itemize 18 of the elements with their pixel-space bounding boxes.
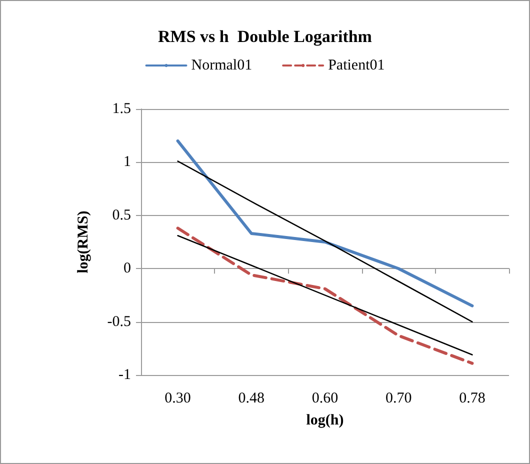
y-tick-label: -1 [118, 367, 131, 383]
y-tick-label: 0 [124, 260, 131, 277]
legend-label: Normal01 [191, 58, 252, 74]
x-tick-label: 0.70 [385, 390, 412, 406]
x-tick-label: 0.30 [164, 390, 191, 406]
y-tick-label: 1 [124, 154, 131, 170]
x-tick-label: 0.60 [312, 390, 338, 406]
line-series [177, 160, 473, 322]
line-series [176, 139, 474, 308]
y-tick-label: -0.5 [107, 314, 131, 330]
y-tick-label: 1.5 [112, 101, 131, 117]
x-axis-title: log(h) [306, 412, 344, 428]
x-tick-label: 0.48 [238, 390, 265, 406]
legend-label: Patient01 [328, 58, 385, 74]
y-axis-title: log(RMS) [76, 210, 92, 274]
y-tick-label: 0.5 [112, 207, 131, 224]
chart-title: RMS vs h Double Logarithm [158, 27, 372, 46]
x-tick-label: 0.78 [459, 390, 486, 406]
